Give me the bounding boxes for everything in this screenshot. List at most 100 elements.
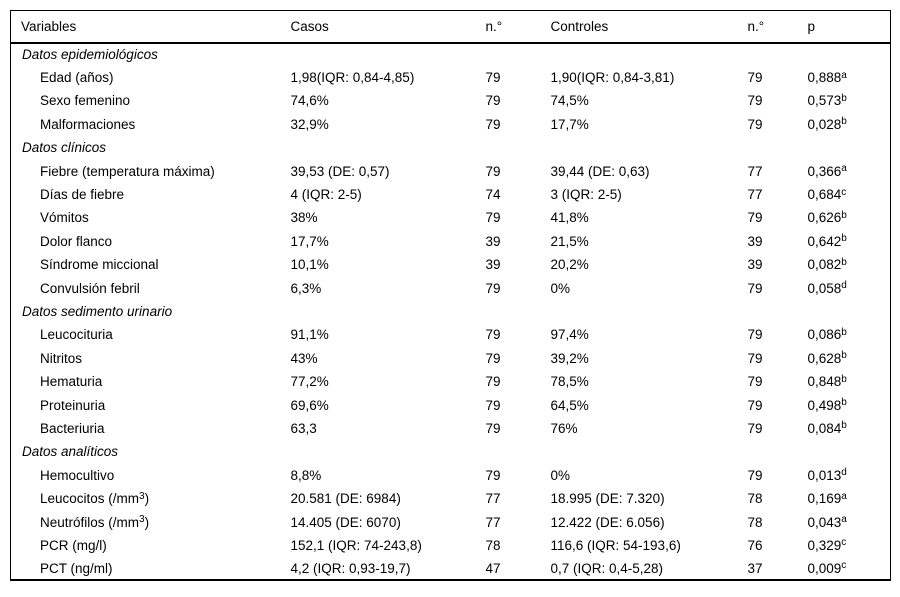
cell-p: 0,573b xyxy=(808,89,891,112)
table-row: Neutrófilos (/mm3) 14.405 (DE: 6070) 77 12.… xyxy=(11,510,891,533)
cell-controles: 39,2% xyxy=(550,350,589,366)
p-superscript: b xyxy=(841,116,847,128)
cell-variable: Leucocitos (/mm3) xyxy=(11,487,291,510)
cell-n-casos: 79 xyxy=(485,280,501,296)
col-header-controles: Controles xyxy=(550,10,748,44)
p-superscript: c xyxy=(841,537,847,549)
cell-n-controles: 39 xyxy=(747,257,763,273)
cell-variable: Convulsión febril xyxy=(11,276,291,299)
cell-casos: 43% xyxy=(290,350,318,366)
cell-casos: 10,1% xyxy=(290,257,329,273)
cell-n-casos: 79 xyxy=(485,70,501,86)
cell-variable: Síndrome miccional xyxy=(11,253,291,276)
cell-controles: 0,7 (IQR: 0,4-5,28) xyxy=(550,560,664,576)
cell-n-controles: 78 xyxy=(747,491,763,507)
cell-casos: 6,3% xyxy=(290,280,322,296)
p-value: 0,043 xyxy=(807,514,842,530)
cell-controles: 76% xyxy=(550,420,578,436)
cell-p: 0,642b xyxy=(808,230,891,253)
cell-p: 0,086b xyxy=(808,323,891,346)
cell-controles: 41,8% xyxy=(550,210,589,226)
p-superscript: b xyxy=(841,326,847,338)
p-superscript: b xyxy=(841,256,847,268)
cell-n-controles: 79 xyxy=(747,93,763,109)
p-value: 0,028 xyxy=(807,116,842,132)
p-value: 0,086 xyxy=(807,327,842,343)
col-header-p: p xyxy=(807,10,891,44)
cell-controles: 116,6 (IQR: 54-193,6) xyxy=(550,537,681,553)
cell-n-controles: 79 xyxy=(747,420,763,436)
table-row: PCT (ng/ml) 4,2 (IQR: 0,93-19,7) 47 0,7 (IQ… xyxy=(11,557,891,580)
cell-n-casos: 79 xyxy=(485,116,501,132)
p-superscript: d xyxy=(841,280,847,292)
cell-n-controles: 77 xyxy=(747,163,763,179)
cell-variable: Hemocultivo xyxy=(11,464,291,487)
cell-casos: 74,6% xyxy=(290,93,329,109)
cell-variable: Leucocituria xyxy=(11,323,291,346)
cell-p: 0,058d xyxy=(808,276,891,299)
cell-casos: 8,8% xyxy=(290,467,322,483)
table-row: Bacteriuria 63,3 79 76% 79 0,084b xyxy=(11,417,891,440)
cell-n-controles: 79 xyxy=(747,467,763,483)
cell-n-controles: 78 xyxy=(747,514,763,530)
variable-label: Bacteriuria xyxy=(40,420,105,436)
cell-p: 0,043a xyxy=(808,510,891,533)
cell-n-casos: 78 xyxy=(485,537,501,553)
variable-label: Neutrófilos (/mm xyxy=(40,514,140,530)
cell-controles: 3 (IQR: 2-5) xyxy=(550,187,622,203)
p-superscript: b xyxy=(841,209,847,221)
cell-p: 0,366a xyxy=(808,159,891,182)
p-value: 0,082 xyxy=(807,257,842,273)
variable-label-tail: ) xyxy=(144,514,150,530)
variable-superscript: 3 xyxy=(139,514,145,525)
section-label: Datos analíticos xyxy=(22,444,119,460)
p-superscript: a xyxy=(841,163,847,175)
cell-variable: Nitritos xyxy=(11,347,291,370)
cell-casos: 20.581 (DE: 6984) xyxy=(290,491,401,507)
cell-n-casos: 79 xyxy=(485,467,501,483)
p-superscript: d xyxy=(841,467,847,479)
variable-label: Sexo femenino xyxy=(40,93,131,109)
cell-variable: PCT (ng/ml) xyxy=(11,557,291,580)
table-row: Convulsión febril 6,3% 79 0% 79 0,058d xyxy=(11,276,891,299)
cell-controles: 74,5% xyxy=(550,93,589,109)
cell-n-controles: 79 xyxy=(747,327,763,343)
table-body: Datos epidemiológicos Edad (años) 1,98(IQR… xyxy=(11,43,891,581)
cell-p: 0,009c xyxy=(808,557,891,580)
variable-label: Convulsión febril xyxy=(40,280,140,296)
p-superscript: c xyxy=(841,186,847,198)
table-row: Hematuria 77,2% 79 78,5% 79 0,848b xyxy=(11,370,891,393)
p-value: 0,642 xyxy=(807,233,842,249)
col-header-casos: Casos xyxy=(290,10,486,44)
cell-variable: PCR (mg/l) xyxy=(11,534,291,557)
section-label: Datos epidemiológicos xyxy=(22,47,158,63)
cell-n-casos: 79 xyxy=(485,93,501,109)
cell-variable: Bacteriuria xyxy=(11,417,291,440)
table-row: Leucocituria 91,1% 79 97,4% 79 0,086b xyxy=(11,323,891,346)
cell-controles: 97,4% xyxy=(550,327,589,343)
p-value: 0,329 xyxy=(807,537,842,553)
table-row: Leucocitos (/mm3) 20.581 (DE: 6984) 77 18.9… xyxy=(11,487,891,510)
cell-n-controles: 79 xyxy=(747,116,763,132)
variable-label: Nitritos xyxy=(40,350,83,366)
cell-controles: 18.995 (DE: 7.320) xyxy=(550,491,665,507)
section-row: Datos clínicos xyxy=(11,136,891,159)
cell-n-casos: 39 xyxy=(485,257,501,273)
cell-p: 0,013d xyxy=(808,464,891,487)
cell-variable: Hematuria xyxy=(11,370,291,393)
variable-label: Proteinuria xyxy=(40,397,106,413)
cell-n-casos: 74 xyxy=(485,187,501,203)
p-value: 0,684 xyxy=(807,187,842,203)
cell-controles: 39,44 (DE: 0,63) xyxy=(550,163,650,179)
cell-controles: 17,7% xyxy=(550,116,589,132)
cell-controles: 0% xyxy=(550,280,571,296)
cell-casos: 32,9% xyxy=(290,116,329,132)
cell-variable: Días de fiebre xyxy=(11,183,291,206)
table-row: Vómitos 38% 79 41,8% 79 0,626b xyxy=(11,206,891,229)
cell-casos: 91,1% xyxy=(290,327,329,343)
cell-variable: Fiebre (temperatura máxima) xyxy=(11,159,291,182)
cell-n-casos: 77 xyxy=(485,491,501,507)
cell-p: 0,848b xyxy=(808,370,891,393)
comparison-table-container: Variables Casos n.° Controles n.° p Dato… xyxy=(10,10,891,582)
variable-label: Leucocituria xyxy=(40,327,113,343)
